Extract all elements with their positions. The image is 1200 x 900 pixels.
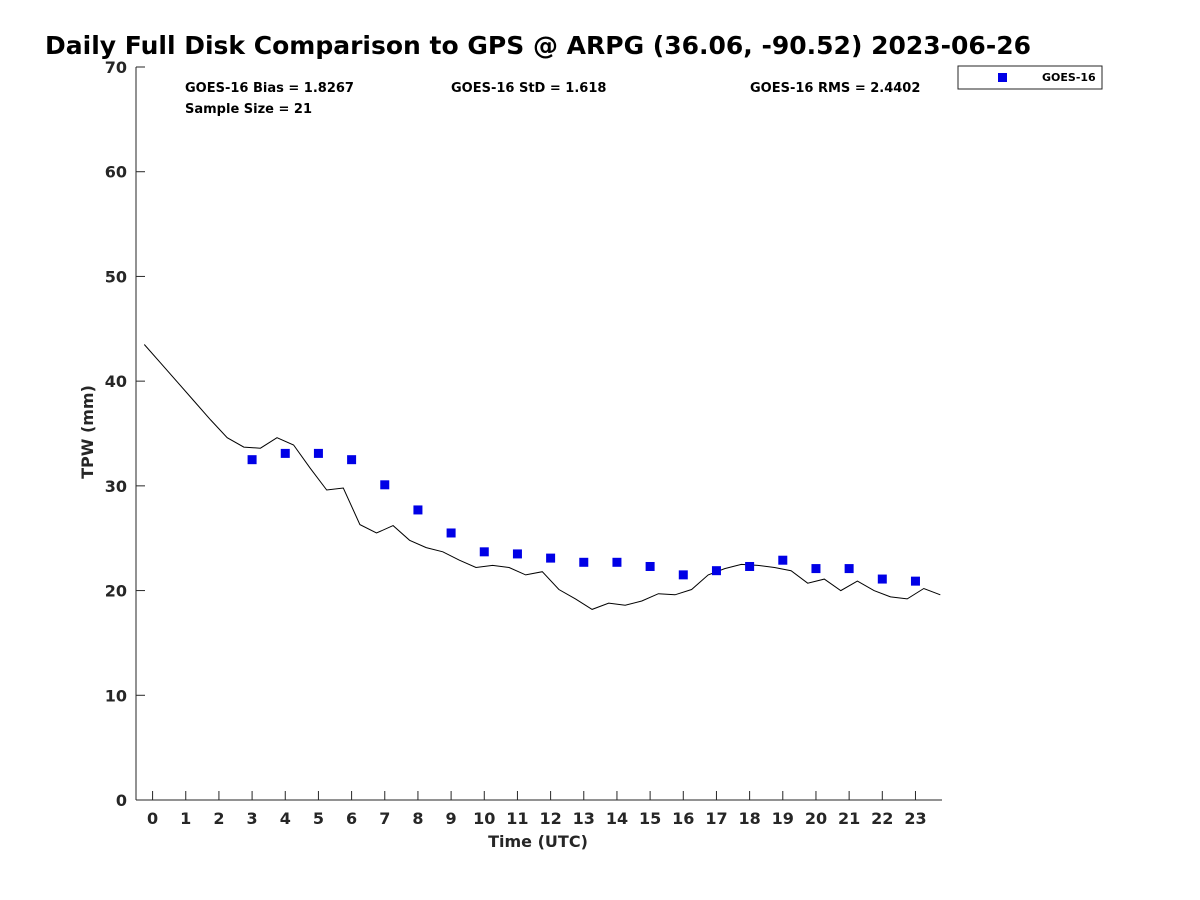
y-axis-label: TPW (mm) <box>78 385 97 479</box>
stat-std: GOES-16 StD = 1.618 <box>451 81 606 96</box>
x-tick-label: 4 <box>280 809 291 828</box>
goes16-scatter-series <box>247 448 920 586</box>
x-tick-label: 0 <box>147 809 158 828</box>
goes16-point <box>811 564 821 574</box>
goes16-point <box>778 555 788 565</box>
x-tick-label: 7 <box>379 809 390 828</box>
chart-title: Daily Full Disk Comparison to GPS @ ARPG… <box>45 31 1031 60</box>
goes16-point <box>579 557 589 567</box>
x-tick-label: 11 <box>506 809 528 828</box>
y-tick-label: 20 <box>105 582 127 601</box>
x-axis-ticks: 0 1 2 3 4 5 6 7 8 9 10 11 12 13 14 15 16 17 18 19 20 21 22 23 <box>147 791 927 828</box>
x-tick-label: 3 <box>247 809 258 828</box>
goes16-point <box>479 547 489 557</box>
x-tick-label: 8 <box>412 809 423 828</box>
x-tick-label: 13 <box>573 809 595 828</box>
legend-box <box>957 65 1103 90</box>
x-tick-label: 9 <box>446 809 457 828</box>
legend: GOES-16 <box>957 65 1103 90</box>
x-tick-label: 15 <box>639 809 661 828</box>
stat-sample-size: Sample Size = 21 <box>185 102 312 117</box>
goes16-point <box>844 564 854 574</box>
goes16-point <box>512 549 522 559</box>
x-tick-label: 5 <box>313 809 324 828</box>
stat-bias: GOES-16 Bias = 1.8267 <box>185 81 354 96</box>
x-tick-label: 14 <box>606 809 628 828</box>
x-tick-label: 1 <box>180 809 191 828</box>
x-tick-label: 12 <box>539 809 561 828</box>
gps-line-series <box>143 344 941 610</box>
y-axis-ticks: 0 10 20 30 40 50 60 70 <box>105 58 145 810</box>
goes16-point <box>413 505 423 515</box>
goes16-point <box>546 553 556 563</box>
x-tick-label: 17 <box>705 809 727 828</box>
goes16-point <box>910 576 920 586</box>
x-tick-label: 22 <box>871 809 893 828</box>
legend-square-marker <box>998 73 1007 82</box>
y-tick-label: 50 <box>105 267 127 286</box>
x-tick-label: 6 <box>346 809 357 828</box>
y-tick-label: 30 <box>105 477 127 496</box>
x-axis-label: Time (UTC) <box>488 832 588 851</box>
x-tick-label: 19 <box>772 809 794 828</box>
x-tick-label: 2 <box>213 809 224 828</box>
goes16-point <box>711 566 721 576</box>
goes16-point <box>313 448 323 458</box>
y-tick-label: 0 <box>116 791 127 810</box>
x-tick-label: 18 <box>738 809 760 828</box>
y-tick-label: 70 <box>105 58 127 77</box>
goes16-point <box>877 574 887 584</box>
goes16-point <box>380 480 390 490</box>
goes16-point <box>645 561 655 571</box>
goes16-point <box>612 557 622 567</box>
goes16-point <box>247 455 257 465</box>
goes16-point <box>347 455 357 465</box>
x-tick-label: 21 <box>838 809 860 828</box>
goes16-point <box>678 570 688 580</box>
y-tick-label: 60 <box>105 163 127 182</box>
x-tick-label: 23 <box>904 809 926 828</box>
x-tick-label: 20 <box>805 809 827 828</box>
goes16-point <box>745 561 755 571</box>
y-tick-label: 40 <box>105 372 127 391</box>
legend-label-goes16: GOES-16 <box>1042 71 1096 84</box>
goes16-point <box>446 528 456 538</box>
goes16-point <box>280 448 290 458</box>
plot-frame <box>135 67 942 801</box>
x-tick-label: 10 <box>473 809 495 828</box>
gps-tpw-line <box>143 344 941 610</box>
y-tick-label: 10 <box>105 686 127 705</box>
x-tick-label: 16 <box>672 809 694 828</box>
stat-rms: GOES-16 RMS = 2.4402 <box>750 81 920 96</box>
